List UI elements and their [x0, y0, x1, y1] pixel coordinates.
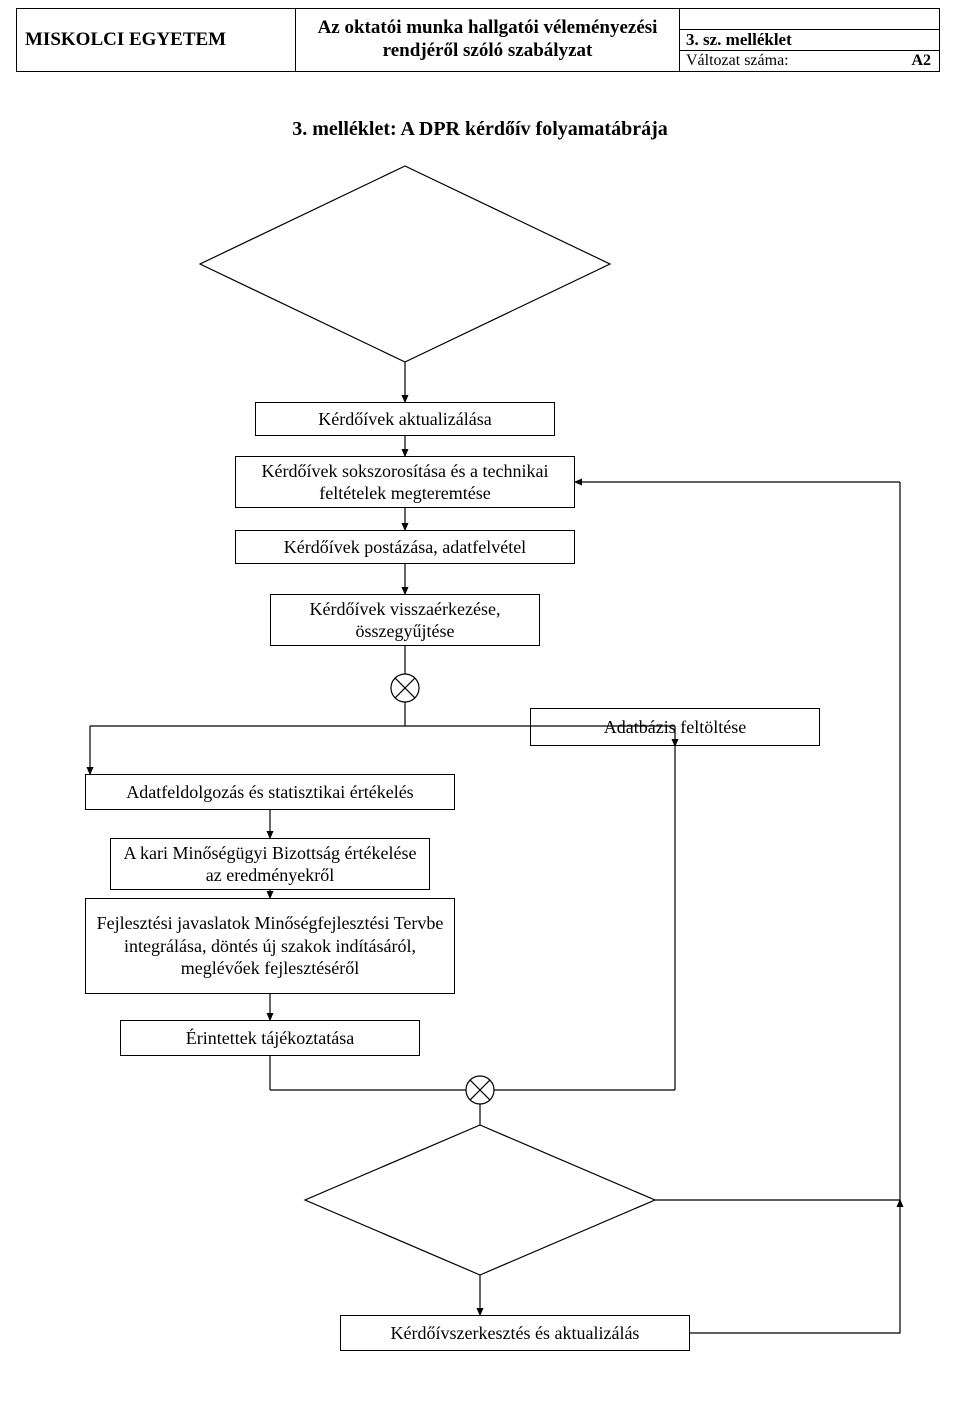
- node-b3: Kérdőívek postázása, adatfelvétel: [235, 530, 575, 564]
- header-right-appendix: 3. sz. melléklet: [680, 30, 940, 51]
- node-b6-label: Adatfeldolgozás és statisztikai értékelé…: [126, 781, 413, 804]
- header-university: MISKOLCI EGYETEM: [25, 29, 226, 51]
- node-b1-label: Kérdőívek aktualizálása: [318, 408, 491, 431]
- node-b7: A kari Minőségügyi Bizottság értékelése …: [110, 838, 430, 890]
- node-b8: Fejlesztési javaslatok Minőségfejlesztés…: [85, 898, 455, 994]
- header-right-blank: [680, 8, 940, 30]
- header-left-cell: MISKOLCI EGYETEM: [16, 8, 296, 72]
- node-b6: Adatfeldolgozás és statisztikai értékelé…: [85, 774, 455, 810]
- node-d1-label: Végzett hallgatók életpálya-követéséhez …: [275, 225, 535, 288]
- header-version-label: Változat száma:: [686, 52, 789, 70]
- header-right-version: Változat száma: A2: [680, 51, 940, 72]
- node-b4: Kérdőívek visszaérkezése, összegyűjtése: [270, 594, 540, 646]
- node-b9: Érintettek tájékoztatása: [120, 1020, 420, 1056]
- node-b10-label: Kérdőívszerkesztés és aktualizálás: [391, 1322, 640, 1345]
- node-b4-label: Kérdőívek visszaérkezése, összegyűjtése: [279, 598, 531, 643]
- node-b10: Kérdőívszerkesztés és aktualizálás: [340, 1315, 690, 1351]
- node-b1: Kérdőívek aktualizálása: [255, 402, 555, 436]
- page: MISKOLCI EGYETEM Az oktatói munka hallga…: [0, 0, 960, 1419]
- header-version-value: A2: [911, 52, 931, 70]
- node-b5: Adatbázis feltöltése: [530, 708, 820, 746]
- node-b9-label: Érintettek tájékoztatása: [186, 1027, 354, 1050]
- node-b2-label: Kérdőívek sokszorosítása és a technikai …: [244, 460, 566, 505]
- node-d1-text: Végzett hallgatók életpálya-követéséhez …: [285, 225, 525, 287]
- node-b8-label: Fejlesztési javaslatok Minőségfejlesztés…: [94, 912, 446, 980]
- node-d2-label: 3 és fél év múlva a folyamat ismétlése: [370, 1178, 590, 1220]
- node-b5-label: Adatbázis feltöltése: [604, 716, 746, 739]
- header-center-cell: Az oktatói munka hallgatói véleményezési…: [296, 8, 680, 72]
- page-title: 3. melléklet: A DPR kérdőív folyamatábrá…: [0, 118, 960, 141]
- node-b3-label: Kérdőívek postázása, adatfelvétel: [284, 536, 526, 559]
- node-b2: Kérdőívek sokszorosítása és a technikai …: [235, 456, 575, 508]
- header-appendix-text: 3. sz. melléklet: [686, 30, 792, 50]
- node-b7-label: A kari Minőségügyi Bizottság értékelése …: [119, 842, 421, 887]
- header-title: Az oktatói munka hallgatói véleményezési…: [302, 17, 673, 63]
- node-d2-text: 3 és fél év múlva a folyamat ismétlése: [378, 1178, 582, 1219]
